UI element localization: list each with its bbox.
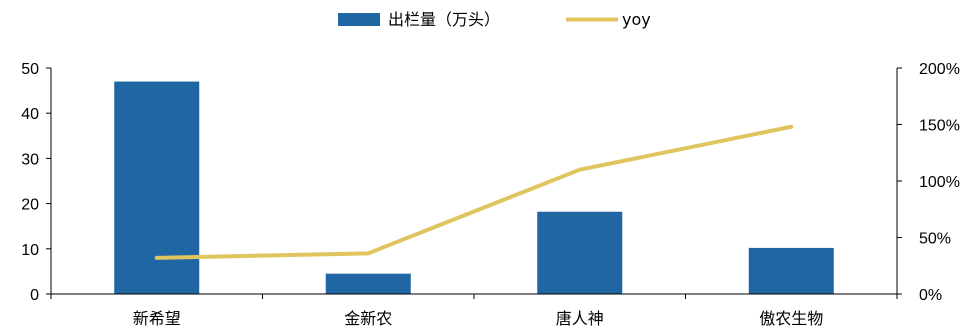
- yoy-line: [157, 127, 792, 258]
- category-label-3: 唐人神: [556, 309, 604, 328]
- line-series: [157, 127, 792, 258]
- category-labels: 新希望 金新农 唐人神 傲农生物: [133, 309, 824, 328]
- legend-swatch-bar: [338, 13, 380, 26]
- legend-label-line: yoy: [622, 10, 651, 29]
- bar-3: [537, 212, 622, 294]
- bar-4: [749, 248, 834, 294]
- category-label-2: 金新农: [344, 309, 392, 328]
- right-tick-label-3: 150%: [919, 118, 960, 135]
- bar-2: [326, 274, 411, 294]
- right-tick-label-0: 0%: [919, 287, 942, 304]
- bar-1: [114, 82, 199, 294]
- right-tick-label-2: 100%: [919, 174, 960, 191]
- left-tick-label-1: 10: [21, 242, 39, 259]
- category-label-1: 新希望: [133, 309, 181, 328]
- right-tick-label-4: 200%: [919, 61, 960, 78]
- category-label-4: 傲农生物: [759, 309, 823, 328]
- right-axis-ticks: 0% 50% 100% 150% 200%: [897, 61, 960, 304]
- left-tick-label-4: 40: [21, 106, 39, 123]
- right-tick-label-1: 50%: [919, 231, 951, 248]
- legend: 出栏量（万头） yoy: [338, 10, 651, 29]
- left-tick-label-3: 30: [21, 151, 39, 168]
- left-axis-ticks: 0 10 20 30 40 50: [21, 61, 51, 304]
- left-tick-label-2: 20: [21, 197, 39, 214]
- legend-label-bar: 出栏量（万头）: [388, 10, 500, 29]
- left-tick-label-5: 50: [21, 61, 39, 78]
- left-tick-label-0: 0: [30, 287, 39, 304]
- bar-series: [114, 82, 834, 294]
